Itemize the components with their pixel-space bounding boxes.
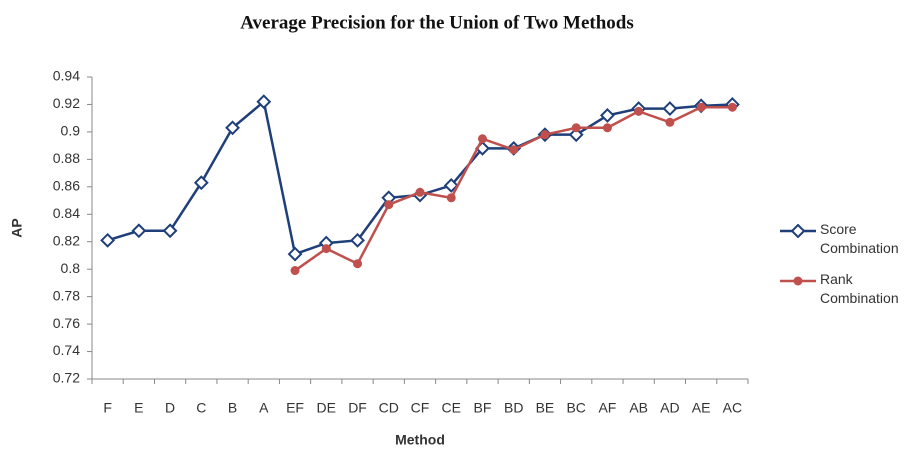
marker [571, 123, 581, 133]
y-tick-label: 0.94 [53, 68, 80, 84]
x-tick-label: BD [504, 400, 523, 416]
marker [193, 175, 209, 191]
x-tick-label: DF [348, 400, 367, 416]
legend-label: Score Combination [820, 221, 899, 256]
marker [662, 101, 678, 116]
x-tick-label: DE [317, 400, 336, 416]
y-tick-label: 0.74 [53, 342, 80, 358]
y-tick-label: 0.84 [53, 205, 80, 221]
y-tick-label: 0.88 [53, 150, 80, 166]
x-axis-label: Method [395, 432, 445, 448]
marker [225, 120, 240, 136]
legend-swatch [780, 276, 816, 286]
marker [727, 102, 737, 112]
legend-item: Rank Combination [780, 270, 916, 308]
x-tick-label: A [259, 400, 269, 416]
x-tick-label: CE [442, 400, 461, 416]
x-tick-label: AB [629, 400, 648, 416]
y-tick-label: 0.82 [53, 232, 80, 248]
series-line [294, 105, 733, 272]
marker [446, 193, 456, 203]
marker [665, 117, 675, 127]
x-tick-label: AF [598, 400, 616, 416]
x-tick-label: BC [566, 400, 585, 416]
y-tick-label: 0.9 [61, 123, 81, 139]
y-tick-label: 0.72 [53, 370, 80, 386]
marker [634, 106, 644, 116]
y-axis-label: AP [9, 218, 25, 237]
marker [415, 187, 425, 197]
marker [696, 102, 706, 112]
y-tick-label: 0.76 [53, 315, 80, 331]
marker [287, 246, 303, 262]
marker [353, 259, 363, 269]
x-tick-label: CD [379, 400, 399, 416]
marker [600, 108, 615, 123]
marker [350, 232, 365, 248]
x-tick-label: AC [723, 400, 742, 416]
x-tick-label: E [134, 400, 143, 416]
marker [568, 127, 584, 143]
x-tick-label: C [196, 400, 206, 416]
y-tick-label: 0.86 [53, 178, 80, 194]
legend: Score Combination Rank Combination [780, 220, 916, 320]
marker [162, 223, 178, 239]
marker [793, 276, 803, 286]
marker [602, 123, 612, 133]
marker [290, 266, 300, 276]
marker [540, 130, 550, 140]
x-tick-label: AD [660, 400, 679, 416]
legend-swatch [780, 224, 816, 238]
x-tick-label: AE [692, 400, 711, 416]
x-tick-label: EF [286, 400, 304, 416]
x-tick-label: BE [536, 400, 555, 416]
legend-label: Rank Combination [820, 271, 899, 306]
x-tick-label: BF [474, 400, 492, 416]
legend-item: Score Combination [780, 220, 916, 258]
marker [321, 244, 331, 254]
marker [256, 94, 272, 110]
x-tick-label: CF [411, 400, 430, 416]
x-tick-label: F [103, 400, 112, 416]
marker [443, 178, 459, 193]
marker [100, 232, 116, 248]
x-tick-label: D [165, 400, 175, 416]
marker [131, 223, 147, 239]
chart-title: Average Precision for the Union of Two M… [240, 12, 634, 33]
y-tick-label: 0.92 [53, 95, 80, 111]
x-tick-label: B [228, 400, 237, 416]
marker [509, 145, 519, 155]
y-tick-label: 0.8 [61, 260, 81, 276]
marker [384, 200, 394, 210]
marker [790, 224, 806, 238]
y-tick-label: 0.78 [53, 287, 80, 303]
marker [477, 134, 487, 144]
